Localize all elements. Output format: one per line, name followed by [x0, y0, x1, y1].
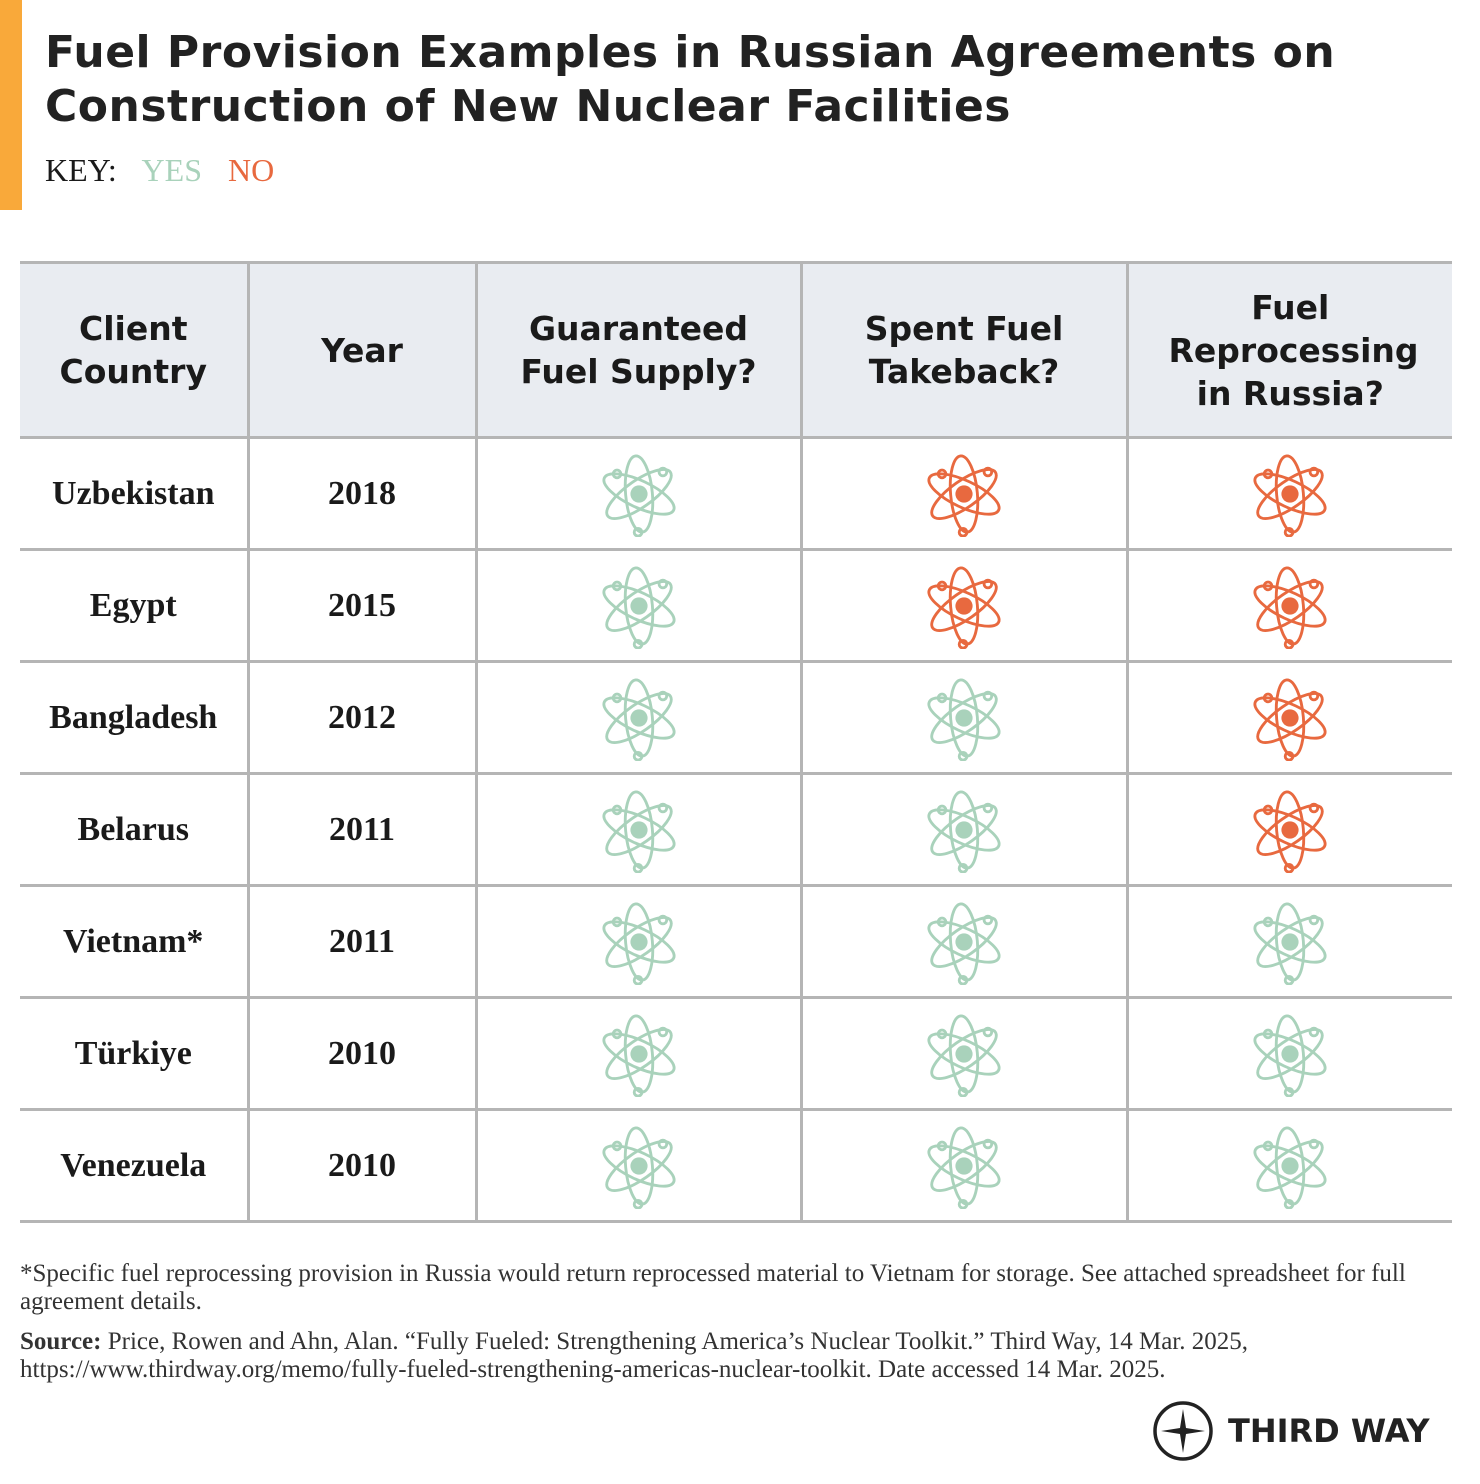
- provision-cell: [474, 660, 803, 775]
- provision-cell: [474, 436, 803, 551]
- country-cell: Vietnam*: [20, 884, 250, 999]
- yes-icon: [921, 899, 1007, 985]
- no-icon: [1247, 675, 1333, 761]
- country-cell: Venezuela: [20, 1108, 250, 1223]
- yes-icon: [1247, 1123, 1333, 1209]
- year-cell: 2018: [246, 436, 478, 551]
- key-label: KEY:: [45, 152, 117, 188]
- year-cell: 2015: [246, 548, 478, 663]
- table-row: Bangladesh 2012: [20, 660, 1452, 775]
- no-icon: [921, 451, 1007, 537]
- yes-icon: [596, 1123, 682, 1209]
- provision-cell: [1125, 884, 1452, 999]
- yes-icon: [921, 1011, 1007, 1097]
- country-cell: Uzbekistan: [20, 436, 250, 551]
- key: KEY: YES NO: [45, 152, 292, 189]
- column-header: Fuel Reprocessing in Russia?: [1125, 261, 1452, 439]
- yes-icon: [921, 675, 1007, 761]
- table-body: Uzbekistan 2018 Egypt 2015 Bangladesh 2012 Bel…: [20, 436, 1452, 1223]
- header-row: Client Country Year Guaranteed Fuel Supply…: [20, 261, 1452, 439]
- column-header: Spent Fuel Takeback?: [799, 261, 1129, 439]
- no-icon: [1247, 563, 1333, 649]
- title: Fuel Provision Examples in Russian Agree…: [45, 27, 1336, 132]
- year-cell: 2010: [246, 1108, 478, 1223]
- source-text: Price, Rowen and Ahn, Alan. “Fully Fuele…: [20, 1328, 1249, 1383]
- year-cell: 2010: [246, 996, 478, 1111]
- provision-cell: [1125, 772, 1452, 887]
- provision-cell: [474, 884, 803, 999]
- no-icon: [1247, 451, 1333, 537]
- logo: THIRD WAY: [1152, 1400, 1430, 1462]
- source: Source: Price, Rowen and Ahn, Alan. “Ful…: [20, 1328, 1440, 1384]
- provision-cell: [1125, 548, 1452, 663]
- provision-cell: [799, 996, 1129, 1111]
- table: Client Country Year Guaranteed Fuel Supply…: [20, 261, 1452, 1223]
- provision-cell: [1125, 996, 1452, 1111]
- logo-mark: [1153, 1401, 1213, 1461]
- provision-cell: [474, 1108, 803, 1223]
- yes-icon: [596, 563, 682, 649]
- provision-cell: [1125, 660, 1452, 775]
- yes-icon: [596, 787, 682, 873]
- footnote: *Specific fuel reprocessing provision in…: [20, 1260, 1406, 1315]
- provision-cell: [474, 996, 803, 1111]
- provision-cell: [1125, 436, 1452, 551]
- provision-cell: [799, 660, 1129, 775]
- yes-icon: [596, 1011, 682, 1097]
- key-no: NO: [227, 152, 275, 188]
- provision-cell: [1125, 1108, 1452, 1223]
- table-row: Uzbekistan 2018: [20, 436, 1452, 551]
- no-icon: [921, 563, 1007, 649]
- country-cell: Belarus: [20, 772, 250, 887]
- no-icon: [1247, 787, 1333, 873]
- year-cell: 2011: [246, 772, 478, 887]
- table-row: Egypt 2015: [20, 548, 1452, 663]
- country-cell: Türkiye: [20, 996, 250, 1111]
- table-row: Vietnam* 2011: [20, 884, 1452, 999]
- provision-cell: [474, 772, 803, 887]
- table-row: Belarus 2011: [20, 772, 1452, 887]
- provision-cell: [474, 548, 803, 663]
- table-row: Türkiye 2010: [20, 996, 1452, 1111]
- yes-icon: [1247, 899, 1333, 985]
- column-header: Guaranteed Fuel Supply?: [474, 261, 803, 439]
- provision-cell: [799, 436, 1129, 551]
- source-label: Source:: [20, 1328, 102, 1355]
- provision-cell: [799, 1108, 1129, 1223]
- provision-cell: [799, 884, 1129, 999]
- country-cell: Bangladesh: [20, 660, 250, 775]
- logo-text: THIRD WAY: [1228, 1412, 1430, 1450]
- column-header: Client Country: [20, 261, 250, 439]
- yes-icon: [921, 1123, 1007, 1209]
- provision-cell: [799, 772, 1129, 887]
- yes-icon: [596, 899, 682, 985]
- year-cell: 2011: [246, 884, 478, 999]
- yes-icon: [596, 451, 682, 537]
- column-header: Year: [246, 261, 478, 439]
- yes-icon: [596, 675, 682, 761]
- year-cell: 2012: [246, 660, 478, 775]
- country-cell: Egypt: [20, 548, 250, 663]
- key-yes: YES: [141, 152, 202, 188]
- table-row: Venezuela 2010: [20, 1108, 1452, 1223]
- accent-bar: [0, 0, 22, 210]
- yes-icon: [1247, 1011, 1333, 1097]
- provision-cell: [799, 548, 1129, 663]
- yes-icon: [921, 787, 1007, 873]
